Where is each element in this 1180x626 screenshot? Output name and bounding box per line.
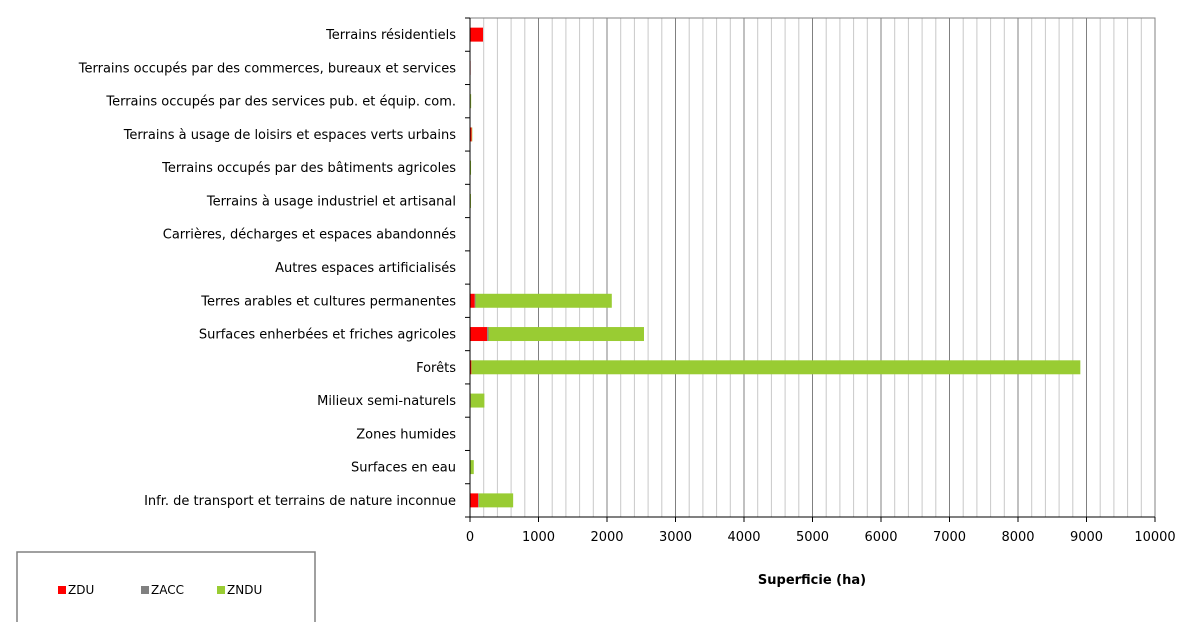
category-label: Carrières, décharges et espaces abandonn… [163,228,456,243]
labels-layer: 0 1000 2000 3000 4000 5000 6000 7000 8000 9000 100… [78,28,1176,545]
x-tick-label: 10000 [1134,530,1175,545]
category-label: Terrains résidentiels [325,28,456,43]
category-label: Terrains à usage de loisirs et espaces v… [123,128,457,143]
bar-zndu [470,193,471,208]
bar-zacc [487,327,489,342]
legend-label-zndu: ZNDU [227,583,262,597]
x-tick-label: 3000 [659,530,692,545]
legend-swatch-zdu [58,586,66,594]
x-tick-label: 4000 [727,530,760,545]
category-label: Milieux semi-naturels [317,394,456,409]
legend-box [16,551,316,626]
bars-layer [470,27,1081,508]
category-label: Terrains occupés par des bâtiments agric… [161,161,456,176]
category-label: Zones humides [356,427,456,442]
x-tick-label: 8000 [1001,530,1034,545]
bar-zndu [488,327,644,342]
x-tick-label: 1000 [522,530,555,545]
x-axis-title: Superficie (ha) [758,573,866,588]
bar-zdu [470,293,475,308]
bar-zacc [474,293,476,308]
x-tick-label: 6000 [864,530,897,545]
category-label: Surfaces enherbées et friches agricoles [199,328,456,343]
bar-zdu [470,360,472,375]
category-label: Terres arables et cultures permanentes [200,294,456,309]
x-tick-label: 7000 [933,530,966,545]
x-tick-label: 2000 [590,530,623,545]
legend-swatch-zndu [217,586,225,594]
bar-zndu [470,393,485,408]
axes-layer [465,17,1156,522]
bar-zndu [471,127,473,142]
bar-zndu [478,493,514,508]
bar-zndu [475,293,612,308]
category-label: Surfaces en eau [351,461,456,476]
bar-zndu [470,460,474,475]
category-label: Infr. de transport et terrains de nature… [144,494,456,509]
bar-zacc [478,493,479,508]
category-label: Forêts [416,361,456,376]
bar-zdu [470,493,479,508]
x-tick-label: 9000 [1070,530,1103,545]
legend-label-zacc: ZACC [151,583,184,597]
x-tick-label: 5000 [796,530,829,545]
bar-zdu [470,127,472,142]
bar-zndu [470,160,472,175]
bar-zndu [470,94,472,109]
legend-swatch-zacc [141,586,149,594]
category-label: Autres espaces artificialisés [275,261,456,276]
category-label: Terrains occupés par des commerces, bure… [78,61,456,76]
bar-zndu [471,360,1081,375]
category-label: Terrains occupés par des services pub. e… [105,95,456,110]
bar-zdu [470,327,488,342]
grid-layer [483,18,1156,517]
bar-zdu [470,27,484,42]
category-label: Terrains à usage industriel et artisanal [206,194,456,209]
legend-label-zdu: ZDU [68,583,94,597]
legend: ZDU ZACC ZNDU [16,551,316,626]
x-tick-label: 0 [466,530,474,545]
